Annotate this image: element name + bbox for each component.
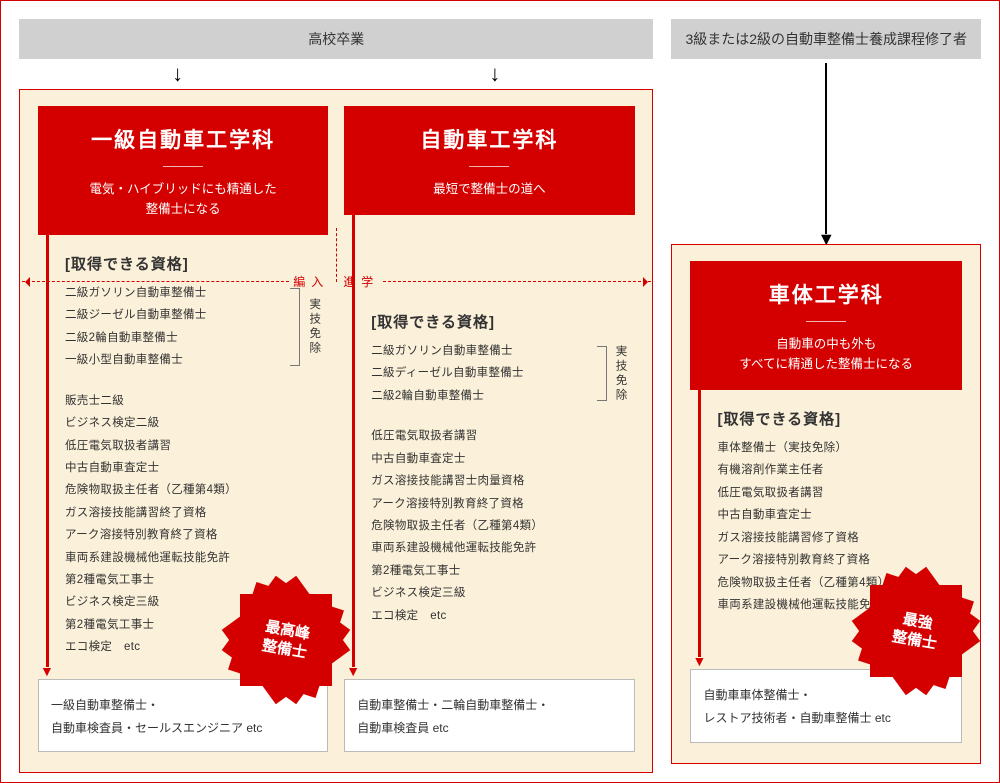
list-item: 第2種電気工事士 <box>65 614 322 636</box>
qual-list-other: 販売士二級ビジネス検定二級低圧電気取扱者講習中古自動車査定士危険物取扱主任者（乙… <box>65 390 322 659</box>
list-item: アーク溶接特別教育終了資格 <box>717 549 956 571</box>
list-item: 中古自動車査定士 <box>371 448 628 470</box>
panel-shatai: 車体工学科 自動車の中も外も すべてに精通した整備士になる [取得できる資格] … <box>690 261 962 743</box>
qual-list-other: 低圧電気取扱者講習中古自動車査定士ガス溶接技能講習士肉量資格アーク溶接特別教育終… <box>371 425 628 627</box>
zone-highschool: 高校卒業 ↓ ↓ 一級自動車工学科 電気・ハイブリッドにも精通した 整備士になる… <box>19 19 653 764</box>
list-item: 中古自動車査定士 <box>65 457 322 479</box>
panel-title: 車体工学科 <box>702 279 950 309</box>
list-item: ガス溶接技能講習終了資格 <box>65 502 322 524</box>
outcome-box: 一級自動車整備士・ 自動車検査員・セールスエンジニア etc <box>38 679 328 753</box>
qual-list-exempt: 二級ガソリン自動車整備士二級ジーゼル自動車整備士二級2輪自動車整備士一級小型自動… <box>65 282 286 372</box>
arrow-down-icon: ↓ <box>19 59 336 89</box>
panel-title: 自動車工学科 <box>356 124 622 154</box>
outcome-box: 自動車車体整備士・ レストア技術者・自動車整備士 etc <box>690 669 962 743</box>
bracket-label: 実技免除 <box>613 345 629 403</box>
bracket-label: 実技免除 <box>306 298 322 356</box>
arrow-down-icon: ↓ <box>336 59 653 89</box>
list-item: 二級ジーゼル自動車整備士 <box>65 304 286 326</box>
panel-subtitle: 電気・ハイブリッドにも精通した 整備士になる <box>50 179 316 219</box>
list-item: 二級ガソリン自動車整備士 <box>65 282 286 304</box>
list-item: 有機溶剤作業主任者 <box>717 459 956 481</box>
panel-group-right: 車体工学科 自動車の中も外も すべてに精通した整備士になる [取得できる資格] … <box>671 244 981 764</box>
list-item: 車両系建設機械他運転技能免許 <box>371 537 628 559</box>
list-item: アーク溶接特別教育終了資格 <box>371 493 628 515</box>
list-item: 車体整備士（実技免除） <box>717 437 956 459</box>
list-item: 一級小型自動車整備士 <box>65 349 286 371</box>
list-item: 第2種電気工事士 <box>65 569 322 591</box>
list-item: 車両系建設機械他運転技能免許 <box>65 547 322 569</box>
panel-subtitle: 最短で整備士の道へ <box>356 179 622 199</box>
arrow-down-icon: ▼ <box>671 59 981 244</box>
list-item: エコ検定 etc <box>371 605 628 627</box>
list-item: ガス溶接技能講習士肉量資格 <box>371 470 628 492</box>
panel-group-left: 一級自動車工学科 電気・ハイブリッドにも精通した 整備士になる [取得できる資格… <box>19 89 653 773</box>
list-item: 二級2輪自動車整備士 <box>65 327 286 349</box>
section-heading: [取得できる資格] <box>371 311 628 332</box>
list-item: 危険物取扱主任者（乙種第4類） <box>65 479 322 501</box>
list-item: 危険物取扱主任者（乙種第4類） <box>717 572 956 594</box>
outcome-box: 自動車整備士・二輪自動車整備士・ 自動車検査員 etc <box>344 679 634 753</box>
list-item: 低圧電気取扱者講習 <box>65 435 322 457</box>
list-item: エコ検定 etc <box>65 636 322 658</box>
section-heading: [取得できる資格] <box>717 408 956 429</box>
list-item: 二級ガソリン自動車整備士 <box>371 340 592 362</box>
list-item: 低圧電気取扱者講習 <box>371 425 628 447</box>
qual-list-exempt: 二級ガソリン自動車整備士二級ディーゼル自動車整備士二級2輪自動車整備士 <box>371 340 592 407</box>
panel-jidousha: 自動車工学科 最短で整備士の道へ [取得できる資格] 二級ガソリン自動車整備士二… <box>344 106 634 752</box>
entry-highschool: 高校卒業 <box>19 19 653 59</box>
panel-title: 一級自動車工学科 <box>50 124 316 154</box>
list-item: 二級2輪自動車整備士 <box>371 385 592 407</box>
list-item: ビジネス検定三級 <box>371 582 628 604</box>
diagram-root: 高校卒業 ↓ ↓ 一級自動車工学科 電気・ハイブリッドにも精通した 整備士になる… <box>0 0 1000 783</box>
qual-list: 車体整備士（実技免除）有機溶剤作業主任者低圧電気取扱者講習中古自動車査定士ガス溶… <box>717 437 956 616</box>
panel-ikkyuu: 一級自動車工学科 電気・ハイブリッドにも精通した 整備士になる [取得できる資格… <box>38 106 328 752</box>
zone-graduate: 3級または2級の自動車整備士養成課程修了者 ▼ 車体工学科 自動車の中も外も す… <box>671 19 981 764</box>
list-item: 二級ディーゼル自動車整備士 <box>371 362 592 384</box>
list-item: 第2種電気工事士 <box>371 560 628 582</box>
list-item: 車両系建設機械他運転技能免許 etc <box>717 594 956 616</box>
section-heading: [取得できる資格] <box>65 253 322 274</box>
list-item: ビジネス検定二級 <box>65 412 322 434</box>
entry-graduate: 3級または2級の自動車整備士養成課程修了者 <box>671 19 981 59</box>
list-item: 低圧電気取扱者講習 <box>717 482 956 504</box>
list-item: 危険物取扱主任者（乙種第4類） <box>371 515 628 537</box>
panel-subtitle: 自動車の中も外も すべてに精通した整備士になる <box>702 334 950 374</box>
list-item: 販売士二級 <box>65 390 322 412</box>
list-item: 中古自動車査定士 <box>717 504 956 526</box>
list-item: ガス溶接技能講習修了資格 <box>717 527 956 549</box>
list-item: アーク溶接特別教育終了資格 <box>65 524 322 546</box>
list-item: ビジネス検定三級 <box>65 591 322 613</box>
